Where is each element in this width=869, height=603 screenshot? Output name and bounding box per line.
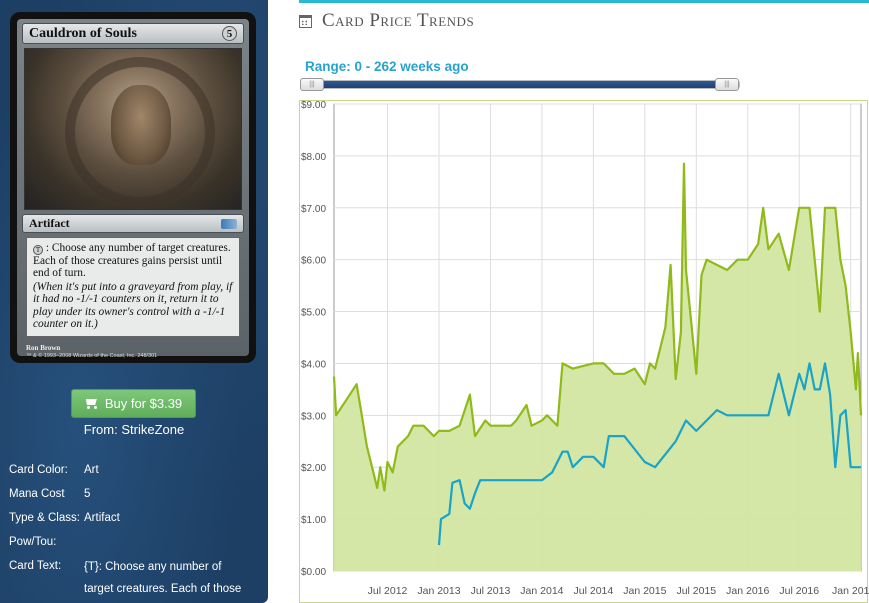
range-label: Range: 0 - 262 weeks ago (305, 59, 469, 74)
card-reminder-text: (When it's put into a graveyard from pla… (33, 280, 233, 331)
price-chart: $0.00 $1.00 $2.00 $3.00 $4.00 $5.00 $6.00 $7.00… (299, 100, 869, 603)
card-rules-text: : Choose any number of target creatures.… (33, 242, 231, 280)
card-details: Card Color: Art Mana Cost 5 Type & Class… (9, 464, 254, 600)
y-tick-label: $8.00 (301, 152, 326, 163)
card-type-bar: Artifact (22, 214, 244, 233)
y-tick-label: $0.00 (301, 567, 326, 578)
y-tick-label: $4.00 (301, 359, 326, 370)
seller-label: From: StrikeZone (83, 422, 185, 437)
detail-row-color: Card Color: Art (9, 464, 254, 488)
x-tick-label: Jan 2014 (520, 585, 563, 597)
shopping-cart-icon (85, 398, 99, 409)
x-tick-label: Jul 2015 (676, 585, 716, 597)
trends-title: Card Price Trends (322, 10, 475, 31)
x-tick-label: Jul 2013 (471, 585, 511, 597)
y-tick-label: $1.00 (301, 515, 326, 526)
detail-value: 5 (84, 488, 91, 500)
y-tick-label: $3.00 (301, 411, 326, 422)
card-copyright: ™ & © 1993–2008 Wizards of the Coast, In… (26, 353, 158, 359)
card-face: Cauldron of Souls 5 Artifact T : Choose … (17, 19, 249, 359)
y-tick-label: $6.00 (301, 256, 326, 267)
detail-key: Card Color: (9, 464, 68, 476)
detail-value: Artifact (84, 512, 120, 524)
card-sidebar: Cauldron of Souls 5 Artifact T : Choose … (0, 0, 268, 603)
series-line-0 (332, 162, 863, 492)
range-slider-start-handle[interactable]: ||| (300, 78, 324, 91)
x-tick-label: Jul 2012 (368, 585, 408, 597)
y-tick-label: $7.00 (301, 204, 326, 215)
tap-symbol-icon: T (33, 245, 43, 255)
detail-value: {T}: Choose any number of target creatur… (84, 561, 242, 595)
set-symbol-icon (221, 218, 237, 229)
card-image: Cauldron of Souls 5 Artifact T : Choose … (10, 12, 256, 363)
range-slider-fill (311, 81, 736, 88)
card-artist: Ron Brown (26, 344, 61, 352)
range-slider-end-handle[interactable]: ||| (715, 78, 739, 91)
detail-row-mana-cost: Mana Cost 5 (9, 488, 254, 512)
detail-row-power-toughness: Pow/Tou: (9, 536, 254, 560)
calendar-icon (299, 14, 312, 28)
detail-key: Type & Class: (9, 512, 80, 524)
detail-row-card-text: Card Text: {T}: Choose any number of tar… (9, 560, 254, 600)
mana-cost-symbol: 5 (222, 26, 237, 41)
x-tick-label: Jan 2016 (726, 585, 769, 597)
artwork-figure (111, 85, 171, 165)
card-text-box: T : Choose any number of target creature… (26, 237, 240, 337)
x-tick-label: Jan 2013 (417, 585, 460, 597)
detail-key: Mana Cost (9, 488, 65, 500)
trends-header: Card Price Trends (299, 10, 474, 32)
card-type-line: Artifact (29, 216, 70, 230)
series-line-1 (437, 362, 861, 546)
range-slider[interactable]: ||| ||| (300, 78, 740, 91)
buy-button[interactable]: Buy for $3.39 (71, 389, 196, 418)
x-tick-label: Jul 2014 (574, 585, 614, 597)
detail-key: Card Text: (9, 560, 62, 572)
price-chart-svg: $0.00 $1.00 $2.00 $3.00 $4.00 $5.00 $6.00 $7.00… (299, 100, 869, 603)
detail-row-type: Type & Class: Artifact (9, 512, 254, 536)
x-tick-label: Jan 201 (832, 585, 869, 597)
y-tick-label: $2.00 (301, 463, 326, 474)
y-tick-label: $5.00 (301, 308, 326, 319)
card-artwork (24, 48, 242, 210)
series-area-0 (334, 163, 861, 571)
x-tick-label: Jan 2015 (623, 585, 666, 597)
y-tick-label: $9.00 (301, 100, 326, 111)
detail-value: Art (84, 464, 99, 476)
top-accent-rule (299, 0, 869, 3)
artwork-cauldron (65, 57, 215, 207)
x-tick-label: Jul 2016 (779, 585, 819, 597)
detail-key: Pow/Tou: (9, 536, 57, 548)
card-name: Cauldron of Souls (29, 25, 137, 41)
card-title-bar: Cauldron of Souls 5 (22, 23, 244, 44)
buy-button-label: Buy for $3.39 (104, 396, 183, 411)
